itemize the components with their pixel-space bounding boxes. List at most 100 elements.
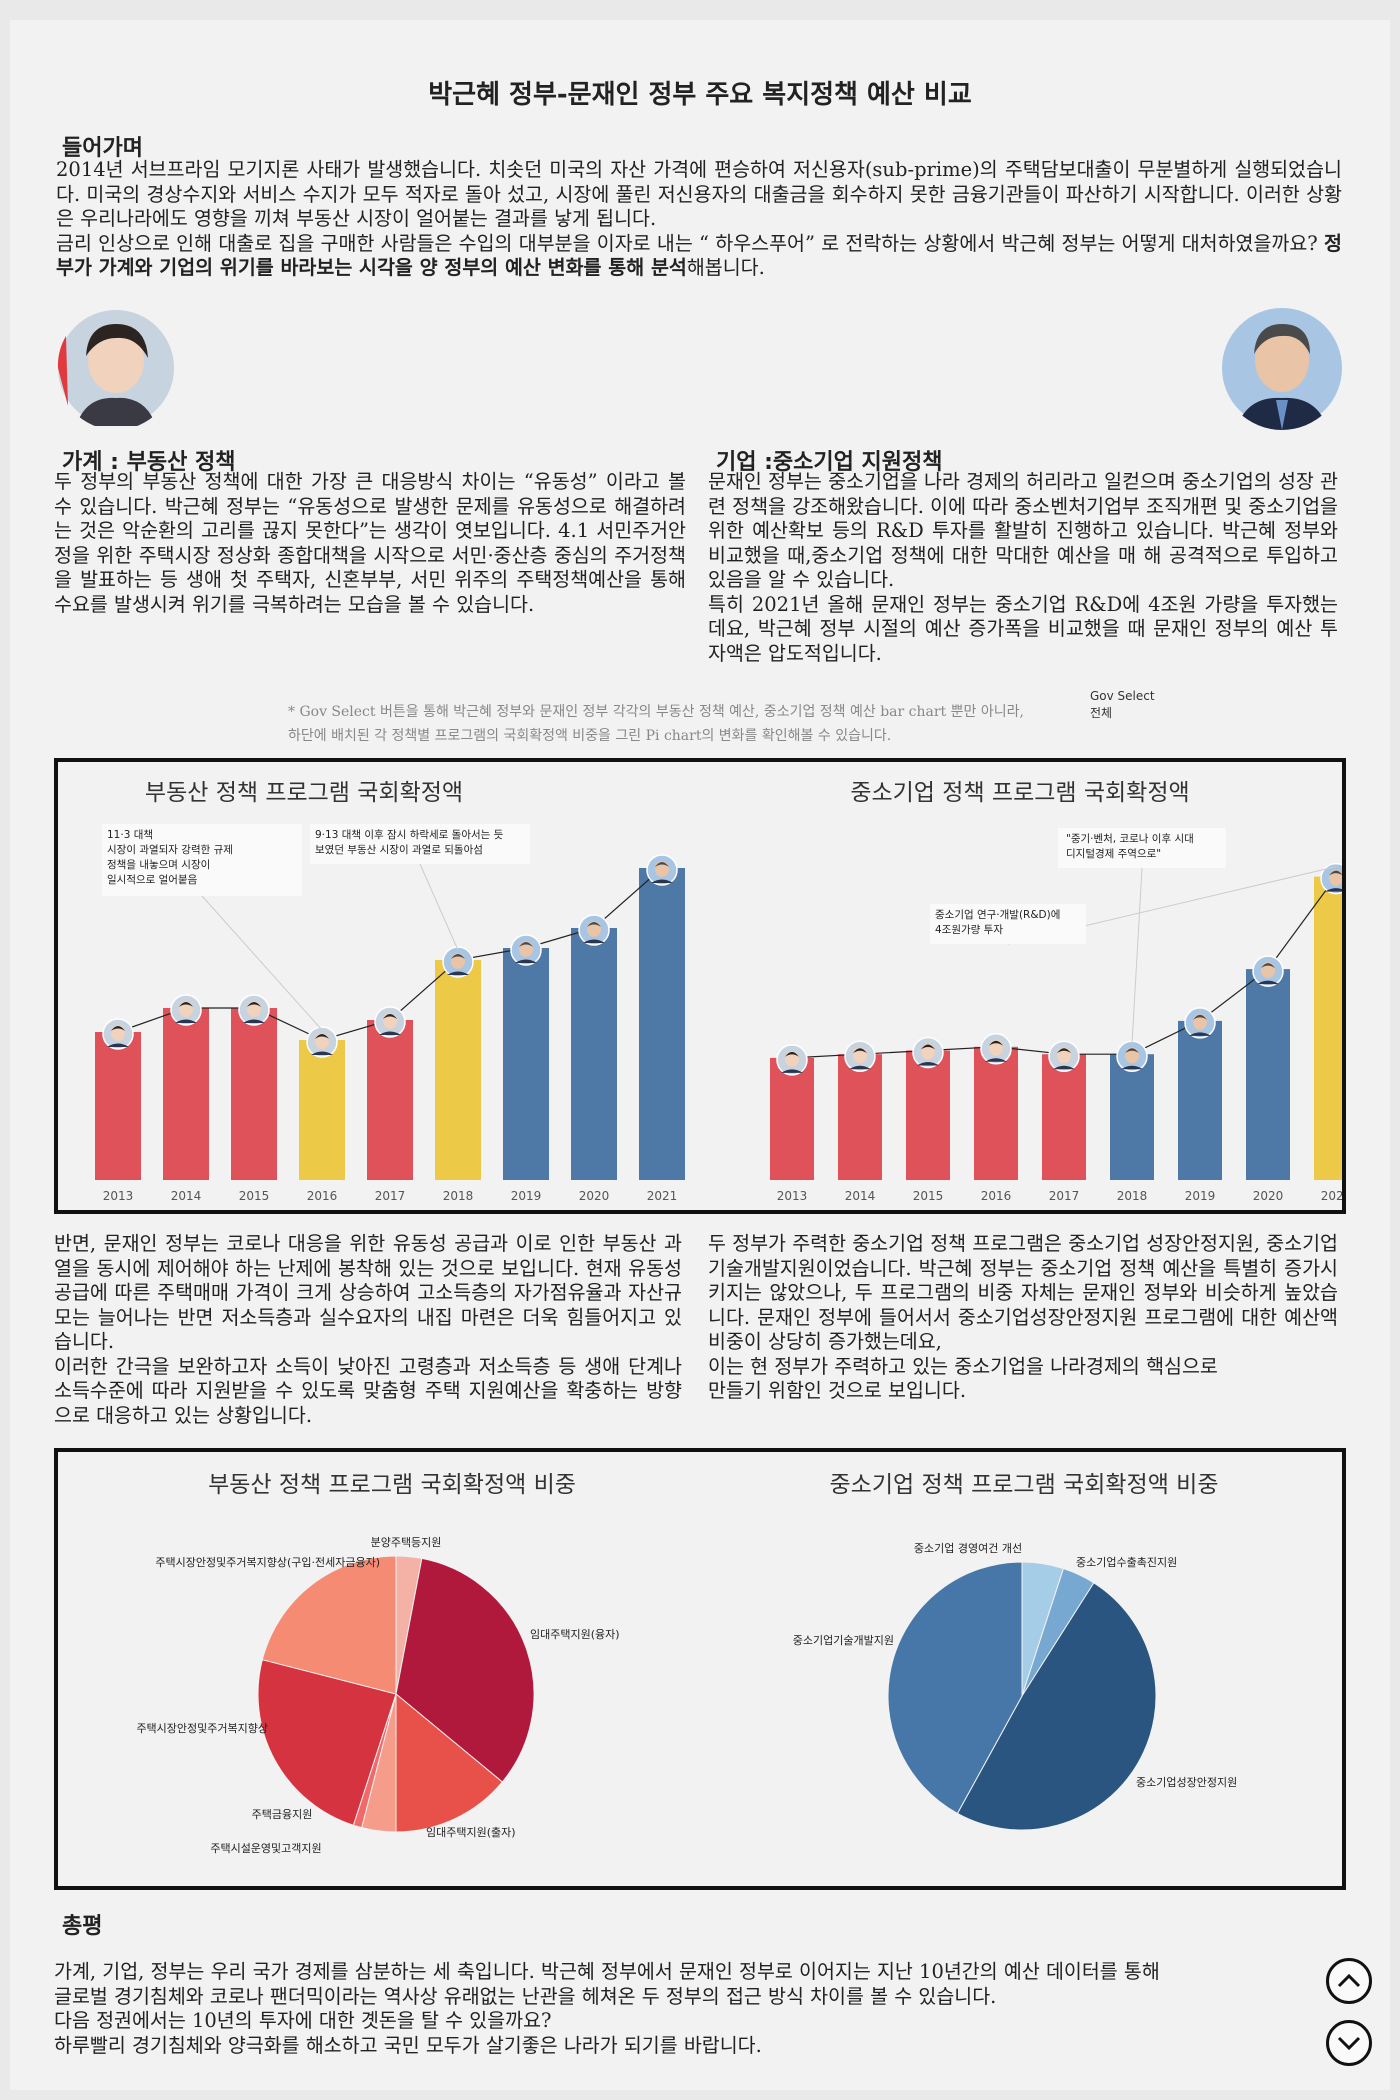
face-marker-hair: [921, 1044, 935, 1050]
face-marker-body: [917, 1062, 939, 1066]
face-marker-hair: [519, 942, 533, 947]
bar-2018: [1110, 1054, 1154, 1180]
face-marker-body: [1121, 1065, 1143, 1070]
intro-p2-bold: 정부가 가계와 기업의 위기를 바라보는 시각을 양 정부의 예산 변화를 통해…: [56, 231, 1342, 280]
pie-slice: [395, 1557, 535, 1783]
x-tick-label: 2015: [239, 1189, 270, 1203]
bar-chart-panel: 부동산 정책 프로그램 국회확정액 중소기업 정책 프로그램 국회확정액 201…: [54, 758, 1358, 1214]
face-marker-body: [311, 1051, 333, 1055]
annotation-text: 4조원가량 투자: [935, 924, 1003, 936]
face-marker-body: [985, 1058, 1007, 1062]
x-tick-label: 2016: [307, 1189, 338, 1203]
face-marker-body: [1257, 980, 1279, 985]
pie-slice-label: 분양주택등지원: [371, 1536, 442, 1549]
bar-2017: [1042, 1054, 1086, 1180]
x-tick-label: 2015: [913, 1189, 944, 1203]
moon-avatar: [1222, 308, 1342, 430]
annotation-text: 보였던 부동산 시장이 과열로 되돌아섬: [315, 844, 483, 856]
annotation-leader: [419, 863, 459, 951]
intro-p2-end: 해봅니다.: [686, 256, 765, 279]
annotation-text: 중소기업 연구·개발(R&D)에: [935, 908, 1060, 921]
conclusion-line-1: 가계, 기업, 정부는 우리 국가 경제를 삼분하는 세 축입니다. 박근혜 정…: [54, 1960, 1160, 1983]
enterprise-heading: 기업 :중소기업 지원정책: [716, 450, 943, 475]
gov-select[interactable]: Gov Select 전체: [1090, 688, 1155, 722]
face-marker-hair: [179, 1002, 193, 1007]
middle-left-text: 반면, 문재인 정부는 코로나 대응을 위한 유동성 공급과 이로 인한 부동산…: [54, 1232, 682, 1428]
x-tick-label: 2021: [1321, 1189, 1342, 1203]
bar-2019: [503, 948, 549, 1180]
conclusion-line-3: 다음 정권에서는 10년의 투자에 대한 곗돈을 탈 수 있을까요?: [54, 2009, 552, 2032]
face-marker-body: [515, 959, 537, 963]
middle-right-paragraph-3: 만들기 위함인 것으로 보입니다.: [708, 1379, 967, 1402]
annotation-box: [310, 824, 530, 864]
bar-2013: [770, 1057, 814, 1180]
face-marker-body: [243, 1019, 265, 1023]
face-marker-body: [379, 1031, 401, 1035]
bar-2014: [163, 1008, 209, 1180]
face-marker-body: [1189, 1032, 1211, 1036]
pie-slice-label: 주택시장안정및주거복지향상(구입·전세자금융자): [155, 1556, 380, 1569]
conclusion-line-2: 글로벌 경기침체와 코로나 팬더믹이라는 역사상 유래없는 난관을 헤쳐온 두 …: [54, 1984, 997, 2008]
pie-slice-label: 주택시설운영및고객지원: [210, 1842, 321, 1855]
annotation-text: 시장이 과열되자 강력한 규제: [107, 844, 233, 856]
x-tick-label: 2016: [981, 1189, 1012, 1203]
bar-2021: [639, 868, 685, 1180]
intro-paragraph-1: 2014년 서브프라임 모기지론 사태가 발생했습니다. 치솟던 미국의 자산 …: [56, 158, 1342, 230]
enterprise-text: 문재인 정부는 중소기업을 나라 경제의 허리라고 일컫으며 중소기업의 성장 …: [708, 470, 1338, 666]
x-tick-label: 2019: [1185, 1189, 1216, 1203]
bar-2014: [838, 1054, 882, 1180]
x-tick-label: 2014: [171, 1189, 202, 1203]
middle-right-paragraph-2: 이는 현 정부가 주력하고 있는 중소기업을 나라경제의 핵심으로: [708, 1354, 1218, 1378]
pie-title-real-estate: 부동산 정책 프로그램 국회확정액 비중: [208, 1472, 576, 1498]
bar-charts: 부동산 정책 프로그램 국회확정액 중소기업 정책 프로그램 국회확정액 201…: [95, 780, 1358, 1203]
middle-right-paragraph-1: 두 정부가 주력한 중소기업 정책 프로그램은 중소기업 성장안정지원, 중소기…: [708, 1232, 1338, 1353]
x-tick-label: 2018: [443, 1189, 474, 1203]
scroll-up-button[interactable]: [1326, 1958, 1372, 2004]
household-text: 두 정부의 부동산 정책에 대한 가장 큰 대응방식 차이는 “유동성” 이라고…: [54, 470, 686, 616]
face-marker-body: [781, 1069, 803, 1073]
face-marker-body: [447, 971, 469, 975]
x-tick-label: 2020: [1253, 1189, 1284, 1203]
usage-note-line-1: * Gov Select 버튼을 통해 박근혜 정부와 문재인 정부 각각의 부…: [288, 704, 1024, 720]
x-tick-label: 2020: [579, 1189, 610, 1203]
middle-left-paragraph-1: 반면, 문재인 정부는 코로나 대응을 위한 유동성 공급과 이로 인한 부동산…: [54, 1232, 682, 1353]
middle-right-text: 두 정부가 주력한 중소기업 정책 프로그램은 중소기업 성장안정지원, 중소기…: [708, 1232, 1338, 1404]
usage-note: * Gov Select 버튼을 통해 박근혜 정부와 문재인 정부 각각의 부…: [288, 700, 1088, 748]
pie-slice-label: 주택금융지원: [252, 1808, 313, 1821]
page-title: 박근혜 정부-문재인 정부 주요 복지정책 예산 비교: [428, 80, 972, 110]
face-marker-hair: [1261, 963, 1275, 969]
bar-2018: [435, 960, 481, 1180]
usage-note-line-2: 하단에 배치된 각 정책별 프로그램의 국회확정액 비중을 그린 Pi char…: [288, 728, 892, 744]
annotation-leader: [1131, 867, 1143, 1045]
face-marker-hair: [1057, 1048, 1071, 1054]
conclusion-text: 가계, 기업, 정부는 우리 국가 경제를 삼분하는 세 축입니다. 박근혜 정…: [54, 1960, 1314, 2058]
conclusion-line-4: 하루빨리 경기침체와 양극화를 해소하고 국민 모두가 살기좋은 나라가 되기를…: [54, 2033, 762, 2057]
conclusion-heading: 총평: [62, 1914, 103, 1939]
annotation-leader: [201, 895, 323, 1031]
face-marker-body: [651, 879, 673, 883]
gov-select-value: 전체: [1090, 706, 1113, 720]
scroll-down-button[interactable]: [1326, 2020, 1372, 2066]
annotation-text: "중기·벤처, 코로나 이후 시대: [1066, 833, 1194, 845]
face-marker-body: [1325, 888, 1347, 892]
park-avatar: [57, 310, 174, 426]
enterprise-paragraph-2: 특히 2021년 올해 문재인 정부는 중소기업 R&D에 4조원 가량을 투자…: [708, 592, 1338, 665]
bar-2013: [95, 1032, 141, 1180]
face-marker-hair: [451, 954, 465, 959]
pie-charts: 부동산 정책 프로그램 국회확정액 비중 중소기업 정책 프로그램 국회확정액 …: [136, 1472, 1237, 1855]
pie-slice-label: 주택시장안정및주거복지향상: [136, 1722, 268, 1735]
x-tick-label: 2017: [1049, 1189, 1080, 1203]
chart-title-real-estate: 부동산 정책 프로그램 국회확정액: [145, 780, 463, 806]
intro-paragraph-2: 금리 인상으로 인해 대출로 집을 구매한 사람들은 수입의 대부분을 이자로 …: [56, 232, 1342, 281]
pie-slice: [395, 1692, 504, 1833]
chevron-down-icon: [1337, 2036, 1361, 2051]
bar-2015: [231, 1008, 277, 1180]
pie-slice: [261, 1555, 397, 1695]
intro-heading: 들어가며: [62, 136, 143, 161]
x-tick-label: 2019: [511, 1189, 542, 1203]
face-marker-hair: [383, 1014, 397, 1019]
annotation-text: 디지털경제 주역으로": [1066, 847, 1161, 860]
bar-2017: [367, 1020, 413, 1180]
pie-slice-label: 중소기업수출촉진지원: [1076, 1556, 1177, 1569]
x-tick-label: 2017: [375, 1189, 406, 1203]
